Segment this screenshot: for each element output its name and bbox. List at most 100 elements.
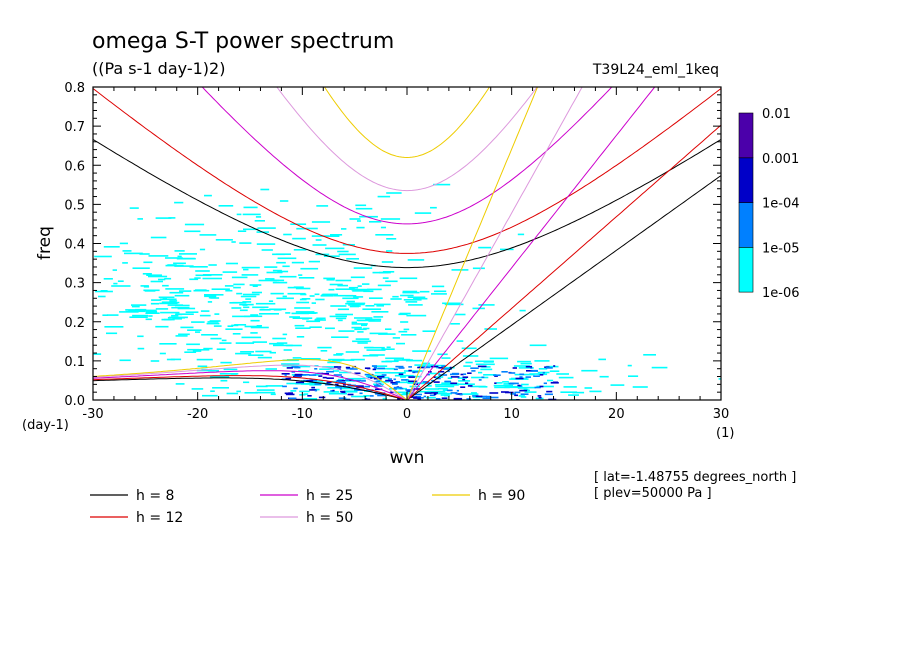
power-speckle	[129, 316, 148, 318]
power-speckle	[385, 328, 392, 330]
n1-gravity-curve-h25	[201, 87, 613, 225]
y-tick-label: 0.0	[64, 394, 85, 409]
power-speckle	[365, 305, 375, 307]
power-speckle-high	[389, 380, 393, 382]
power-speckle	[560, 391, 578, 393]
power-speckle	[113, 282, 118, 285]
power-speckle	[365, 318, 382, 321]
power-speckle	[430, 206, 437, 209]
power-speckle-high	[520, 393, 529, 395]
power-speckle-high	[533, 375, 540, 377]
colorbar-segment	[738, 157, 754, 203]
power-speckle	[281, 363, 300, 365]
power-speckle	[255, 216, 262, 218]
power-speckle	[465, 361, 473, 364]
power-speckle	[125, 309, 139, 311]
power-speckle	[213, 325, 222, 327]
power-speckle-high	[377, 376, 385, 378]
power-speckle-high	[364, 385, 370, 388]
power-speckle	[131, 305, 140, 308]
power-speckle	[106, 314, 119, 316]
power-speckle-high	[398, 367, 405, 369]
power-speckle	[282, 295, 287, 298]
power-speckle-high	[433, 393, 437, 395]
power-speckle	[291, 374, 297, 376]
power-speckle-high	[392, 383, 398, 385]
plev-note: [ plev=50000 Pa ]	[594, 486, 712, 501]
power-speckle-high	[311, 379, 318, 382]
power-speckle	[296, 301, 310, 304]
power-speckle	[546, 365, 559, 368]
power-speckle-high	[311, 386, 315, 389]
power-speckle-high	[512, 367, 517, 369]
power-speckle	[254, 220, 265, 222]
power-speckle-high	[408, 366, 412, 368]
power-speckle	[519, 309, 526, 312]
power-speckle	[403, 370, 423, 372]
power-speckle	[132, 314, 149, 317]
power-speckle	[431, 293, 447, 295]
power-speckle	[484, 328, 497, 330]
power-speckle	[184, 230, 201, 233]
power-speckle-high	[435, 398, 441, 400]
power-speckle	[405, 301, 418, 303]
power-speckle	[375, 234, 394, 236]
power-speckle	[478, 386, 488, 388]
power-speckle	[598, 358, 606, 361]
power-speckle	[408, 304, 423, 306]
power-speckle	[178, 333, 190, 336]
power-speckle	[277, 270, 289, 273]
power-speckle	[454, 313, 466, 316]
x-tick-label: 0	[403, 407, 411, 422]
power-speckle	[387, 368, 395, 370]
power-speckle	[394, 374, 414, 377]
power-speckle-high	[517, 384, 521, 387]
power-speckle	[337, 284, 348, 287]
power-speckle	[207, 301, 213, 303]
power-speckle-high	[510, 393, 516, 395]
power-speckle	[220, 361, 232, 364]
power-speckle	[350, 358, 365, 361]
power-speckle	[315, 298, 325, 301]
power-speckle	[456, 383, 475, 385]
power-speckle	[372, 365, 388, 367]
power-speckle	[155, 217, 172, 219]
power-speckle	[257, 227, 276, 229]
power-speckle-high	[450, 376, 460, 378]
power-speckle	[150, 302, 159, 305]
power-speckle-high	[424, 366, 429, 368]
power-speckle	[309, 326, 322, 328]
power-speckle	[243, 206, 258, 209]
power-speckle	[610, 384, 625, 386]
power-speckle	[283, 233, 292, 236]
power-speckle-high	[494, 375, 498, 377]
power-speckle-high	[325, 383, 333, 386]
y-tick-label: 0.5	[64, 198, 85, 213]
power-speckle	[185, 311, 199, 313]
power-speckle	[215, 239, 233, 241]
power-speckle	[165, 257, 183, 259]
power-speckle	[146, 311, 158, 313]
power-speckle	[290, 223, 307, 225]
power-speckle	[399, 312, 411, 315]
power-speckle	[294, 307, 311, 309]
power-speckle	[242, 293, 260, 296]
power-speckle	[239, 242, 252, 244]
power-speckle-high	[542, 371, 545, 374]
power-speckle	[351, 305, 361, 307]
power-speckle-high	[443, 368, 452, 370]
y-tick-label: 0.3	[64, 277, 85, 292]
power-speckle	[374, 381, 390, 383]
power-speckle	[414, 212, 432, 214]
power-speckle-high	[508, 382, 515, 385]
power-speckle-high	[309, 374, 317, 376]
power-speckle	[231, 241, 236, 243]
power-speckle-high	[433, 376, 436, 378]
power-speckle-high	[509, 372, 516, 374]
power-speckle-high	[294, 375, 302, 378]
power-speckle	[381, 360, 393, 363]
power-speckle	[177, 255, 182, 258]
power-speckle	[232, 315, 250, 318]
power-speckle-high	[467, 385, 473, 387]
power-speckle	[170, 358, 182, 361]
